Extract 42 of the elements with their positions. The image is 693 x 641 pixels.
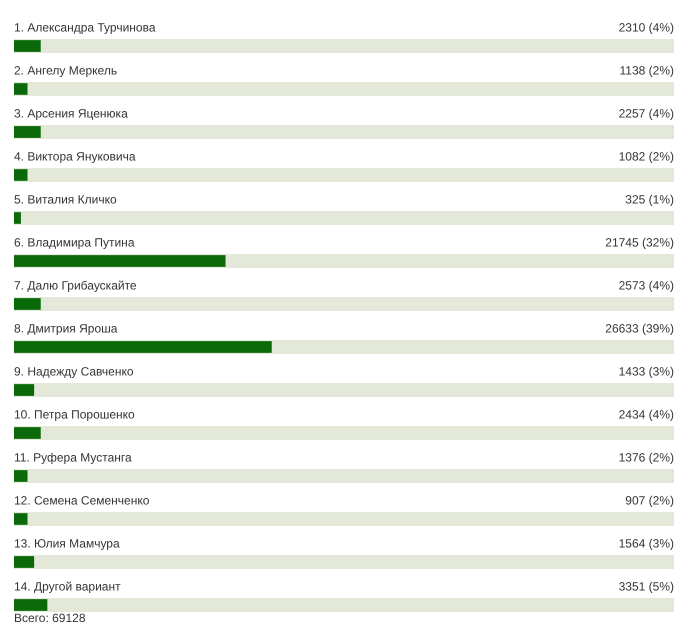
y-tick-label: 10. Петра Порошенко — [14, 408, 136, 422]
data-label: 26633 (39%) — [605, 322, 674, 336]
data-label: 907 (2%) — [625, 494, 674, 508]
bar — [14, 169, 28, 181]
data-label: 21745 (32%) — [605, 236, 674, 250]
y-tick-label: 7. Далю Грибаускайте — [14, 278, 137, 292]
y-tick-label: 12. Семена Семенченко — [14, 494, 150, 508]
y-tick-label: 6. Владимира Путина — [14, 236, 135, 250]
bar — [14, 255, 226, 267]
bar — [14, 599, 48, 611]
data-label: 1138 (2%) — [620, 64, 674, 78]
bar — [14, 470, 28, 482]
bar — [14, 83, 28, 95]
bar — [14, 427, 41, 439]
bar — [14, 40, 41, 52]
data-label: 1082 (2%) — [618, 150, 674, 164]
bar — [14, 556, 34, 568]
y-tick-label: 13. Юлия Мамчура — [14, 536, 120, 550]
data-label: 3351 (5%) — [618, 580, 674, 594]
text: Всего: 69128 — [14, 611, 86, 625]
data-label: 2573 (4%) — [618, 278, 674, 292]
y-tick-label: 3. Арсения Яценюка — [14, 106, 128, 120]
data-label: 1433 (3%) — [618, 364, 674, 378]
bar — [14, 384, 34, 396]
bar — [14, 212, 21, 224]
y-tick-label: 11. Руфера Мустанга — [14, 450, 132, 464]
y-tick-label: 9. Надежду Савченко — [14, 364, 134, 378]
data-label: 2257 (4%) — [618, 106, 674, 120]
y-tick-label: 14. Другой вариант — [14, 580, 122, 594]
data-label: 1376 (2%) — [618, 450, 674, 464]
bar — [14, 513, 28, 525]
y-tick-label: 1. Александра Турчинова — [14, 20, 156, 34]
data-label: 2310 (4%) — [618, 20, 674, 34]
bar — [14, 298, 41, 310]
data-label: 1564 (3%) — [618, 536, 674, 550]
data-label: 325 (1%) — [625, 192, 674, 206]
y-tick-label: 8. Дмитрия Яроша — [14, 322, 118, 336]
data-label: 2434 (4%) — [618, 408, 674, 422]
y-tick-label: 5. Виталия Кличко — [14, 192, 117, 206]
y-tick-label: 2. Ангелу Меркель — [14, 64, 118, 78]
y-tick-label: 4. Виктора Януковича — [14, 150, 136, 164]
bar — [14, 126, 41, 138]
